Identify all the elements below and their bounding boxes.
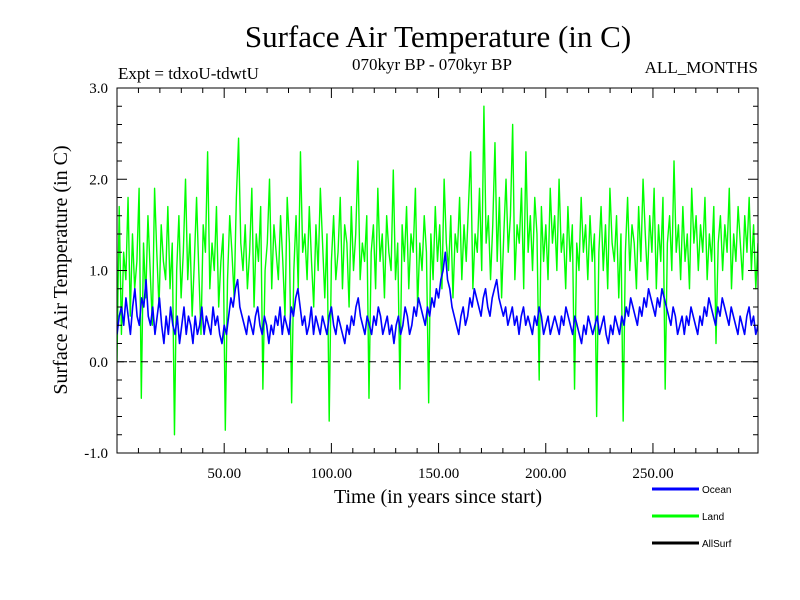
series-line-ocean	[117, 251, 758, 345]
y-tick-label: -1.0	[84, 446, 108, 462]
plot-frame	[116, 87, 759, 454]
y-tick-label: 3.0	[89, 81, 108, 97]
legend: Ocean Land AllSurf	[652, 485, 732, 550]
y-tick-label: 0.0	[89, 355, 108, 371]
x-tick-label: 100.00	[311, 466, 352, 482]
x-axis-label: Time (in years since start)	[334, 486, 542, 508]
axes: 50.00 100.00 150.00 200.00 250.00 -1.0 0.0 1.0 2…	[84, 81, 759, 482]
plot-area	[117, 105, 758, 436]
legend-label-allsurf: AllSurf	[702, 539, 732, 550]
x-tick-label: 250.00	[632, 466, 673, 482]
y-axis-label: Surface Air Temperature (in C)	[50, 145, 72, 394]
x-tick-label: 150.00	[418, 466, 459, 482]
months-label: ALL_MONTHS	[645, 58, 758, 77]
legend-label-ocean: Ocean	[702, 485, 731, 496]
x-tick-label: 200.00	[525, 466, 566, 482]
chart-text: Surface Air Temperature (in C) Expt = td…	[50, 19, 758, 508]
experiment-label: Expt = tdxoU-tdwtU	[118, 64, 259, 83]
y-tick-label: 2.0	[89, 172, 108, 188]
period-label: 070kyr BP - 070kyr BP	[352, 55, 512, 74]
chart-title: Surface Air Temperature (in C)	[245, 19, 631, 54]
series-line-land	[117, 105, 758, 436]
x-tick-label: 50.00	[207, 466, 241, 482]
legend-label-land: Land	[702, 512, 724, 523]
y-tick-label: 1.0	[89, 264, 108, 280]
